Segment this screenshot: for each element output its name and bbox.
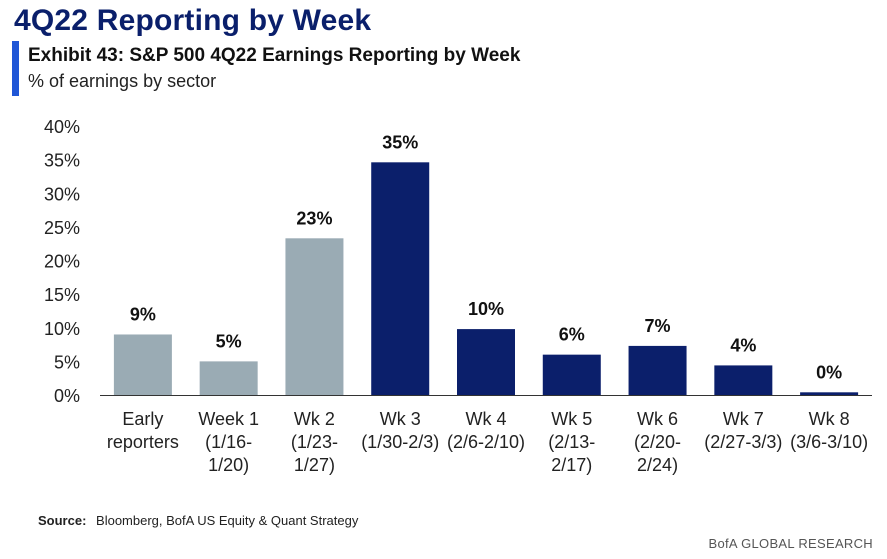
- x-tick-label: 1/27): [294, 455, 335, 475]
- x-tick-label: Wk 8: [809, 409, 850, 429]
- source-label: Source:: [38, 513, 87, 528]
- x-tick-label: Wk 3: [380, 409, 421, 429]
- x-tick-label: Wk 7: [723, 409, 764, 429]
- x-tick-label: Week 1: [198, 409, 259, 429]
- bar: [628, 345, 687, 395]
- x-tick-label: (2/20-: [634, 432, 681, 452]
- x-tick-label: (1/30-2/3): [361, 432, 439, 452]
- x-tick-label: 2/24): [637, 455, 678, 475]
- x-tick-label: (2/6-2/10): [447, 432, 525, 452]
- bar: [800, 392, 859, 395]
- data-label: 35%: [382, 132, 418, 152]
- x-tick-label: 1/20): [208, 455, 249, 475]
- page-title: 4Q22 Reporting by Week: [14, 4, 372, 37]
- y-tick-label: 40%: [44, 117, 80, 137]
- x-tick-label: (1/23-: [291, 432, 338, 452]
- x-tick-label: Wk 5: [551, 409, 592, 429]
- x-tick-label: 2/17): [551, 455, 592, 475]
- exhibit-subtitle: % of earnings by sector: [28, 71, 217, 91]
- source-line: Source: Bloomberg, BofA US Equity & Quan…: [38, 513, 358, 528]
- y-tick-label: 20%: [44, 252, 80, 272]
- data-label: 4%: [730, 335, 756, 355]
- y-tick-label: 30%: [44, 184, 80, 204]
- y-tick-label: 25%: [44, 218, 80, 238]
- data-label: 6%: [559, 325, 585, 345]
- bar: [457, 329, 515, 395]
- bar: [199, 361, 258, 395]
- bar: [285, 238, 344, 395]
- data-label: 9%: [130, 304, 156, 324]
- bar: [113, 334, 172, 395]
- data-label: 0%: [816, 362, 842, 382]
- x-tick-label: Early: [122, 409, 163, 429]
- bar: [371, 162, 430, 395]
- bar: [542, 354, 601, 395]
- y-tick-label: 0%: [54, 386, 80, 406]
- data-label: 7%: [645, 316, 671, 336]
- accent-bar: [12, 41, 19, 96]
- x-tick-label: (2/27-3/3): [704, 432, 782, 452]
- data-label: 5%: [216, 331, 242, 351]
- x-tick-label: (1/16-: [205, 432, 252, 452]
- data-label: 23%: [296, 208, 332, 228]
- brand-label: BofA GLOBAL RESEARCH: [708, 536, 873, 551]
- x-tick-label: (3/6-3/10): [790, 432, 868, 452]
- x-tick-label: Wk 6: [637, 409, 678, 429]
- y-tick-label: 5%: [54, 352, 80, 372]
- source-text: Bloomberg, BofA US Equity & Quant Strate…: [96, 513, 359, 528]
- exhibit-title: Exhibit 43: S&P 500 4Q22 Earnings Report…: [28, 45, 521, 66]
- x-tick-label: reporters: [107, 432, 179, 452]
- x-tick-label: Wk 2: [294, 409, 335, 429]
- y-tick-label: 15%: [44, 285, 80, 305]
- x-tick-label: (2/13-: [548, 432, 595, 452]
- data-label: 10%: [468, 299, 504, 319]
- y-tick-label: 35%: [44, 151, 80, 171]
- bar: [714, 365, 773, 395]
- y-tick-label: 10%: [44, 319, 80, 339]
- x-tick-label: Wk 4: [465, 409, 506, 429]
